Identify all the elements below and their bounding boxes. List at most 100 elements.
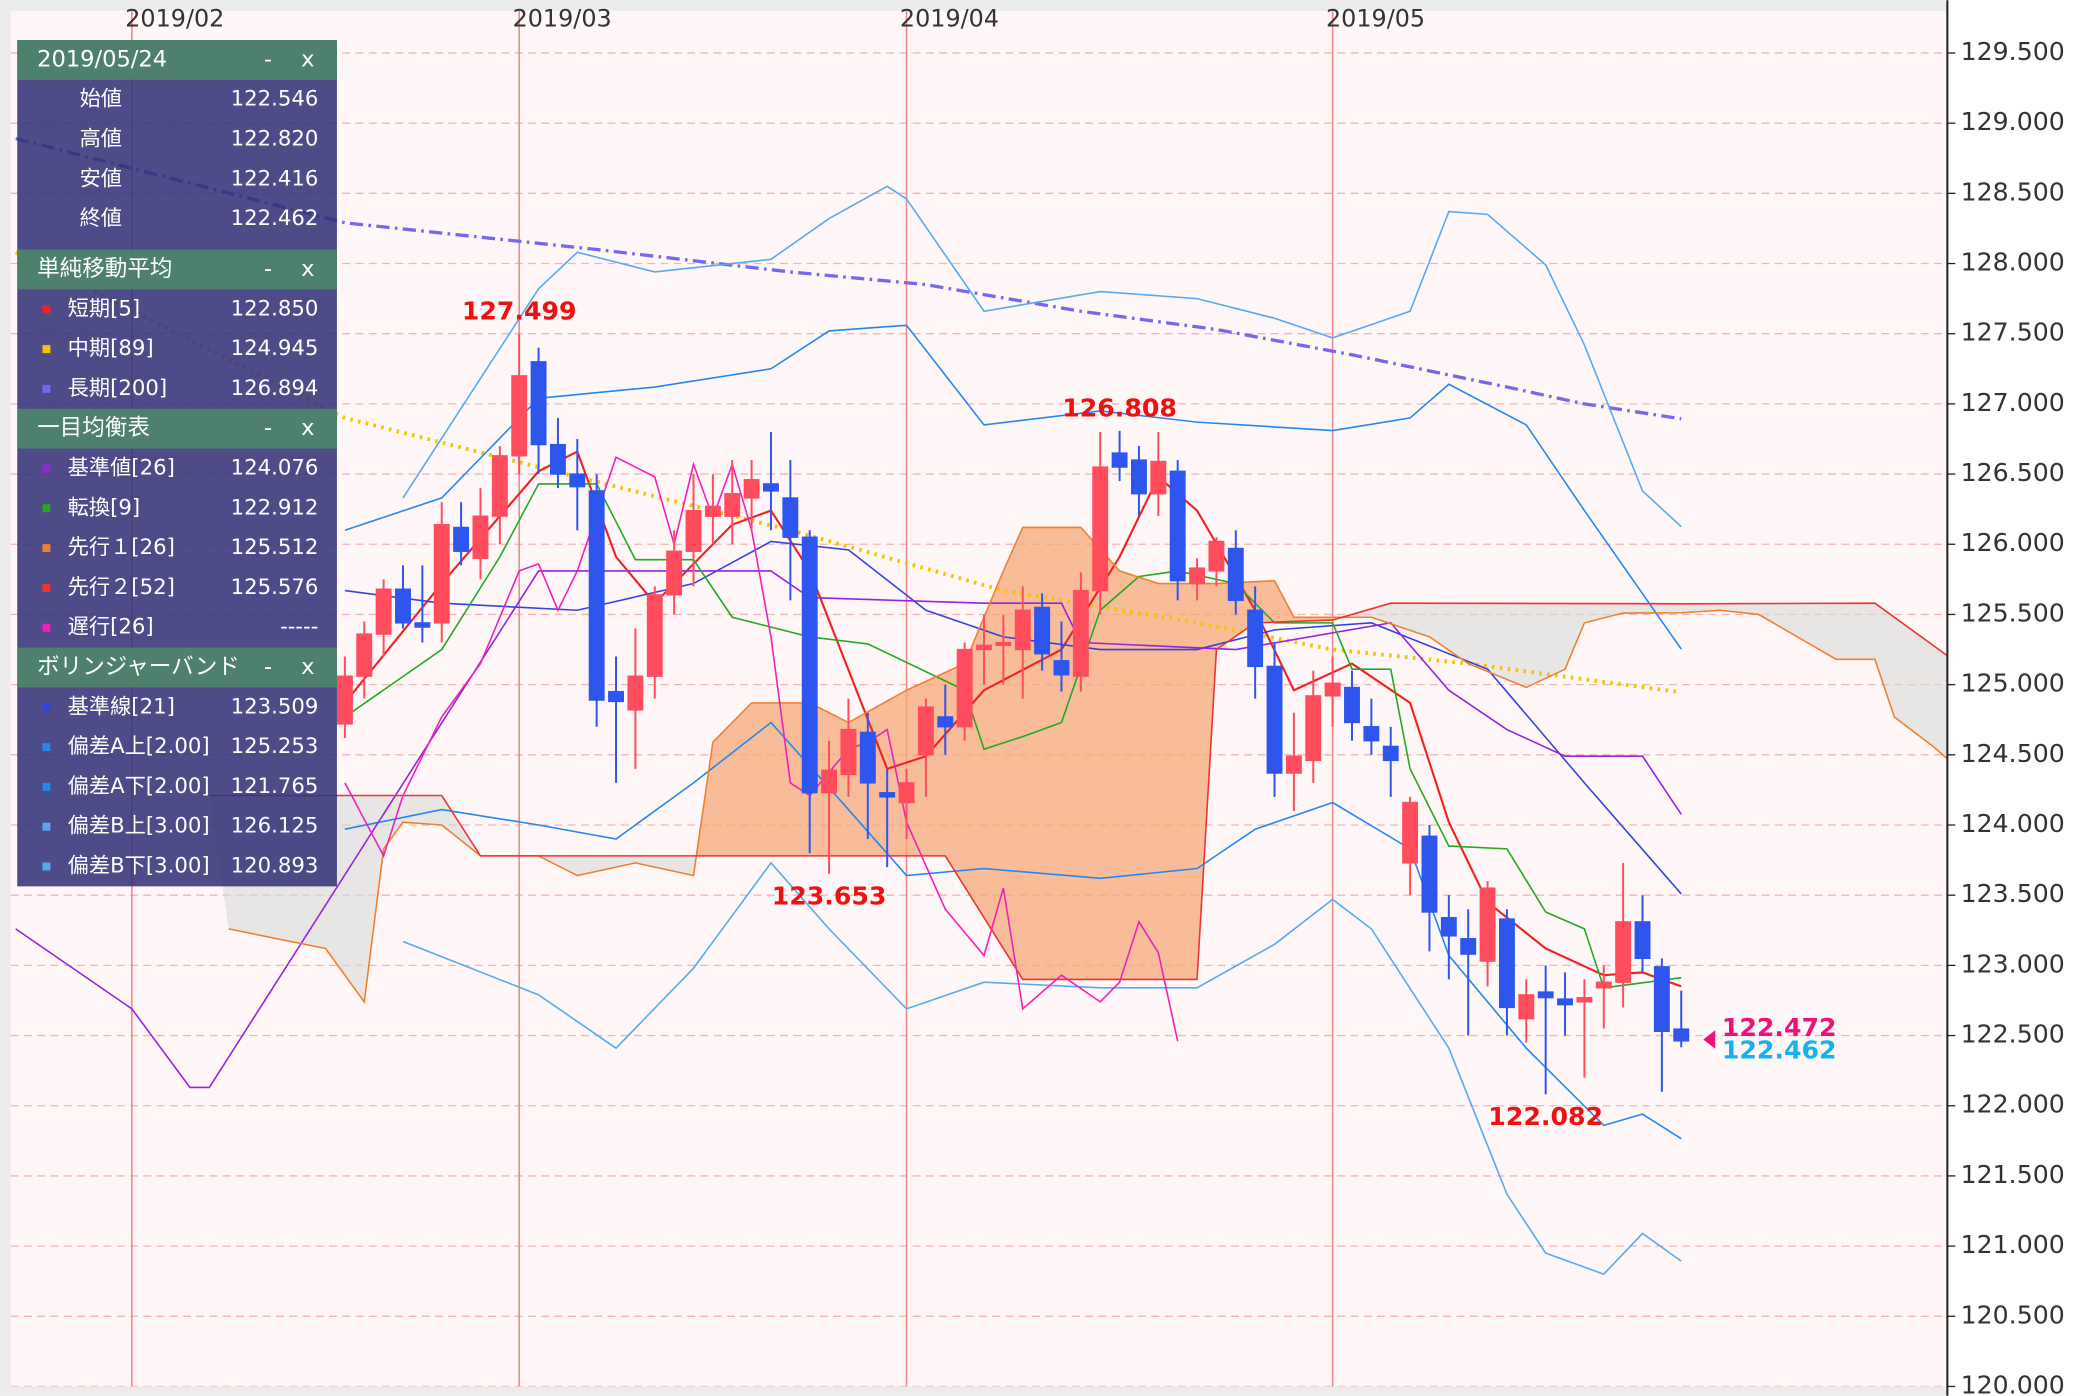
candle-body — [608, 690, 624, 703]
y-tick-label: 126.500 — [1961, 458, 2065, 487]
row-value: 125.576 — [231, 575, 319, 600]
indicator-line — [14, 250, 1682, 695]
close-button[interactable]: x — [301, 256, 314, 282]
panel-header — [17, 249, 337, 290]
candle-body — [1189, 567, 1206, 585]
close-button[interactable]: x — [301, 46, 314, 72]
panel-header — [17, 647, 337, 688]
candle-body — [569, 473, 586, 488]
indicator-line — [15, 570, 1682, 1089]
row-value: 122.850 — [231, 296, 319, 321]
candle-body — [743, 479, 760, 499]
y-tick-label: 122.000 — [1961, 1090, 2065, 1119]
cloud — [209, 527, 1948, 1002]
extreme-label: 122.082 — [1488, 1102, 1603, 1131]
row-label: 先行２[52] — [68, 575, 175, 600]
candle-body — [1460, 938, 1477, 955]
candle-body — [1576, 996, 1593, 1003]
price-marker — [1703, 1030, 1716, 1049]
row-value: 122.462 — [231, 206, 319, 231]
row-value: 124.076 — [231, 456, 319, 481]
series-dot — [42, 822, 51, 831]
minimize-button[interactable]: - — [264, 46, 272, 72]
candle-body — [646, 594, 663, 677]
close-button[interactable]: x — [301, 415, 314, 441]
row-value: ----- — [280, 615, 318, 640]
candle-body — [1092, 466, 1109, 592]
minimize-button[interactable]: - — [264, 256, 272, 282]
candle-body — [375, 588, 392, 635]
panel-title: 一目均衡表 — [37, 415, 150, 441]
candle-body — [1634, 921, 1651, 960]
y-tick-label: 124.000 — [1961, 809, 2065, 838]
row-label: 始値 — [80, 87, 122, 112]
candle-body — [859, 731, 876, 784]
y-tick-label: 124.500 — [1961, 739, 2065, 768]
candle-body — [1363, 726, 1380, 742]
row-value: 122.820 — [231, 127, 319, 152]
candle-body — [1111, 452, 1128, 468]
candle-body — [1402, 801, 1419, 864]
y-tick-label: 120.000 — [1961, 1370, 2065, 1396]
panel-title: ボリンジャーバンド — [37, 654, 240, 680]
row-value: 126.894 — [231, 376, 319, 401]
candle-body — [976, 644, 992, 651]
candle-body — [782, 497, 799, 538]
series-dot — [42, 544, 51, 553]
minimize-button[interactable]: - — [264, 654, 272, 680]
candle-body — [1053, 660, 1070, 676]
indicator-line — [15, 136, 1682, 421]
candle-body — [356, 633, 373, 677]
row-label: 基準値[26] — [68, 456, 175, 481]
candle-body — [704, 505, 721, 517]
y-tick-label: 127.500 — [1961, 318, 2065, 347]
candle-body — [1518, 994, 1535, 1020]
row-value: 126.125 — [231, 814, 319, 839]
y-tick-label: 125.000 — [1961, 669, 2065, 698]
candle-body — [1324, 682, 1341, 697]
candle-body — [1440, 916, 1457, 937]
candle-body — [491, 455, 508, 517]
candle-body — [1653, 966, 1670, 1033]
close-button[interactable]: x — [301, 654, 314, 680]
candle-body — [840, 728, 857, 776]
candle-body — [627, 675, 644, 711]
series-dot — [42, 305, 51, 314]
candle-body — [395, 588, 411, 624]
panel-title: 単純移動平均 — [37, 256, 172, 282]
candle-body — [336, 675, 353, 725]
candle-body — [1382, 745, 1399, 762]
y-tick-label: 123.500 — [1961, 879, 2065, 908]
panel-background — [17, 40, 337, 887]
row-value: 120.893 — [231, 853, 319, 878]
x-tick-label: 2019/03 — [513, 5, 612, 33]
minimize-button[interactable]: - — [264, 415, 272, 441]
series-dot — [42, 862, 51, 871]
candle-body — [1557, 998, 1573, 1006]
row-label: 偏差B下[3.00] — [68, 853, 210, 878]
candle-body — [549, 443, 566, 475]
candle-body — [1305, 695, 1322, 762]
candle-body — [995, 641, 1012, 646]
axis-area — [1948, 0, 2080, 1396]
row-label: 長期[200] — [68, 376, 168, 401]
candle-body — [763, 483, 779, 492]
extreme-label: 127.499 — [462, 297, 577, 326]
indicator-line — [402, 185, 1682, 528]
candles — [336, 333, 1690, 1095]
candle-body — [666, 550, 683, 596]
candle-body — [879, 792, 896, 798]
series-dot — [42, 743, 51, 752]
indicator-line — [402, 861, 1682, 1276]
row-value: 123.509 — [231, 694, 319, 719]
candle-body — [801, 536, 818, 794]
y-tick-label: 123.000 — [1961, 949, 2065, 978]
row-label: 基準線[21] — [68, 694, 175, 719]
candle-body — [937, 716, 954, 728]
panel-header — [17, 40, 337, 80]
row-value: 122.416 — [231, 166, 319, 191]
series-dot — [42, 782, 51, 791]
price-label: 122.462 — [1722, 1035, 1837, 1064]
candle-body — [588, 490, 605, 701]
